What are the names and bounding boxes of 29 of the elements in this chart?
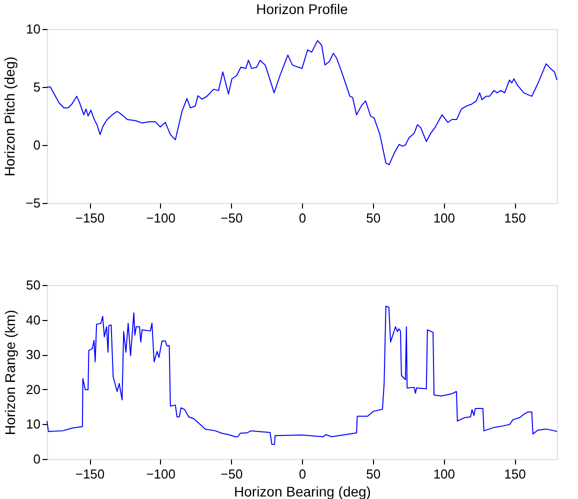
- x-tick-label: 50: [366, 466, 381, 482]
- y-tick-label: 40: [26, 312, 40, 328]
- y-tick-label: 30: [26, 347, 40, 362]
- x-tick-label: −50: [220, 210, 243, 226]
- y-tick-label: −5: [26, 196, 40, 210]
- x-tick-label: −50: [220, 466, 243, 482]
- x-tick-label: −150: [75, 210, 105, 226]
- x-tick-label: −150: [75, 466, 105, 482]
- x-tick-label: 0: [298, 466, 306, 482]
- y-tick-label: 50: [26, 278, 40, 292]
- chart-title: Horizon Profile: [256, 1, 348, 17]
- x-tick-label: 0: [298, 210, 306, 226]
- y-axis-title: Horizon Pitch (deg): [2, 56, 18, 176]
- x-tick-label: −100: [146, 466, 176, 482]
- x-tick-label: 50: [366, 210, 381, 226]
- y-axis-title: Horizon Range (km): [2, 310, 18, 436]
- x-tick-label: 100: [433, 466, 456, 482]
- line-series: [46, 306, 558, 445]
- y-tick-label: 0: [33, 452, 40, 466]
- y-tick-label: 20: [26, 382, 40, 397]
- line-series: [46, 40, 558, 166]
- y-tick-label: 5: [33, 80, 40, 94]
- x-tick-label: 150: [504, 210, 526, 226]
- y-tick-label: 0: [33, 138, 40, 152]
- y-tick-label: 10: [26, 416, 40, 432]
- x-tick-label: 150: [504, 466, 526, 482]
- x-tick-label: 100: [433, 210, 456, 226]
- x-tick-label: −100: [146, 210, 176, 226]
- y-tick-label: 10: [26, 22, 40, 36]
